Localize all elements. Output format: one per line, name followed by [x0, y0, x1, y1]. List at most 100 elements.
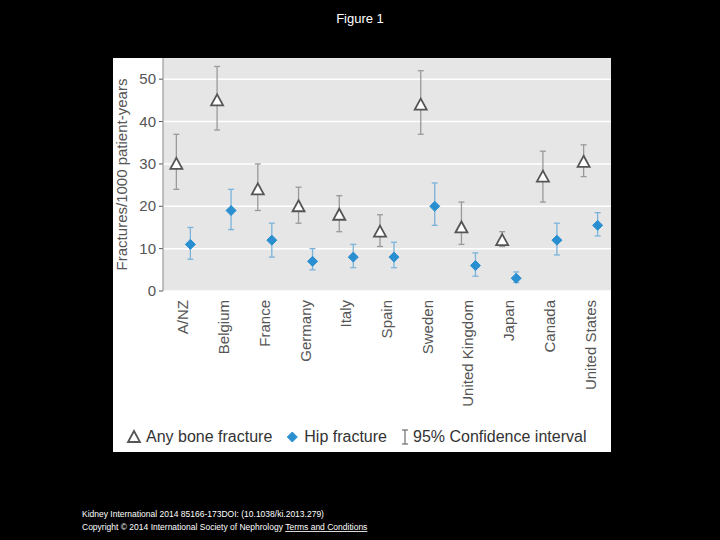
error-bar-cap	[377, 246, 383, 247]
tick-mark	[159, 163, 163, 164]
page: Figure 1 0 10 20 30 40 50 Fractures/1000 patien…	[0, 0, 720, 540]
marker	[415, 99, 427, 110]
error-bar-cap	[377, 214, 383, 215]
category-label: A/NZ	[174, 300, 191, 334]
error-bar-cap	[187, 227, 193, 228]
error-bar-cap	[581, 176, 587, 177]
marker	[287, 432, 297, 442]
category-label: Belgium	[215, 300, 232, 354]
y-axis-label: Fractures/1000 patient-years	[113, 79, 130, 271]
error-bar-cap	[228, 229, 234, 230]
error-bar-cap	[513, 271, 519, 272]
marker	[348, 252, 358, 262]
error-bar-cap	[255, 210, 261, 211]
error-bar-cap	[173, 189, 179, 190]
tick-mark	[159, 79, 163, 80]
error-bar-cap	[350, 267, 356, 268]
legend-ci-symbol	[402, 429, 408, 430]
tick-mark	[159, 121, 163, 122]
error-bar-cap	[391, 267, 397, 268]
marker	[455, 221, 467, 232]
legend-label: Hip fracture	[304, 428, 387, 445]
tick-label: 0	[148, 282, 156, 299]
marker	[333, 209, 345, 220]
category-label: Canada	[541, 299, 558, 352]
category-label: France	[256, 300, 273, 347]
category-label: Germany	[297, 300, 314, 362]
error-bar-cap	[269, 223, 275, 224]
error-bar-cap	[296, 223, 302, 224]
footer-link[interactable]: Terms and Conditions	[285, 522, 367, 532]
error-bar-cap	[595, 212, 601, 213]
figure-title: Figure 1	[336, 11, 384, 26]
error-bar-cap	[336, 231, 342, 232]
plot-background	[163, 58, 611, 291]
footer-text: Kidney International 2014 85166-173DOI: …	[82, 509, 324, 519]
category-label: United Kingdom	[459, 300, 476, 407]
error-bar-cap	[540, 151, 546, 152]
legend-ci-symbol	[404, 430, 405, 444]
category-label: Japan	[500, 300, 517, 341]
category-label: Italy	[337, 300, 354, 328]
error-bar-cap	[350, 244, 356, 245]
error-bar-cap	[418, 70, 424, 71]
category-label: Spain	[378, 300, 395, 338]
marker	[511, 273, 521, 283]
error-bar-cap	[472, 252, 478, 253]
tick-mark	[159, 248, 163, 249]
error-bar-cap	[540, 201, 546, 202]
error-bar-cap	[458, 244, 464, 245]
error-bar-cap	[336, 195, 342, 196]
marker	[308, 256, 318, 266]
error-bar-cap	[432, 182, 438, 183]
figure-panel	[113, 58, 611, 452]
grid-line	[163, 121, 611, 123]
marker	[170, 158, 182, 169]
marker	[185, 239, 195, 249]
tick-mark	[159, 206, 163, 207]
error-bar-cap	[418, 134, 424, 135]
tick-label: 30	[139, 155, 156, 172]
category-label: United States	[582, 300, 599, 390]
marker	[226, 206, 236, 216]
legend-ci-symbol	[402, 443, 408, 444]
marker	[552, 235, 562, 245]
error-bar-cap	[581, 144, 587, 145]
marker	[211, 94, 223, 105]
marker	[430, 201, 440, 211]
marker	[470, 261, 480, 271]
error-bar-cap	[554, 223, 560, 224]
marker	[374, 226, 386, 237]
error-bar-cap	[269, 256, 275, 257]
footer-text: Copyright © 2014 International Society o…	[82, 522, 285, 532]
error-bar-cap	[310, 248, 316, 249]
y-axis	[163, 58, 164, 291]
category-label: Sweden	[419, 300, 436, 354]
error-bar-cap	[255, 163, 261, 164]
tick-label: 50	[139, 70, 156, 87]
grid-line	[163, 290, 611, 292]
tick-label: 20	[139, 197, 156, 214]
grid-line	[163, 248, 611, 250]
grid-line	[163, 163, 611, 165]
error-bar-cap	[432, 225, 438, 226]
tick-label: 10	[139, 240, 156, 257]
marker	[389, 252, 399, 262]
marker	[537, 171, 549, 182]
error-bar-cap	[554, 254, 560, 255]
tick-mark	[159, 291, 163, 292]
footer-line: Copyright © 2014 International Society o…	[82, 522, 367, 532]
marker	[578, 156, 590, 167]
error-bar-cap	[296, 187, 302, 188]
error-bar-cap	[595, 235, 601, 236]
error-bar-cap	[499, 231, 505, 232]
tick-label: 40	[139, 113, 156, 130]
error-bar-cap	[173, 134, 179, 135]
error-bar-cap	[214, 129, 220, 130]
legend-label: 95% Confidence interval	[413, 428, 586, 445]
error-bar-cap	[472, 276, 478, 277]
error-bar-cap	[214, 66, 220, 67]
legend-label: Any bone fracture	[146, 428, 272, 445]
footer-line: Kidney International 2014 85166-173DOI: …	[82, 509, 324, 519]
marker	[496, 234, 508, 245]
